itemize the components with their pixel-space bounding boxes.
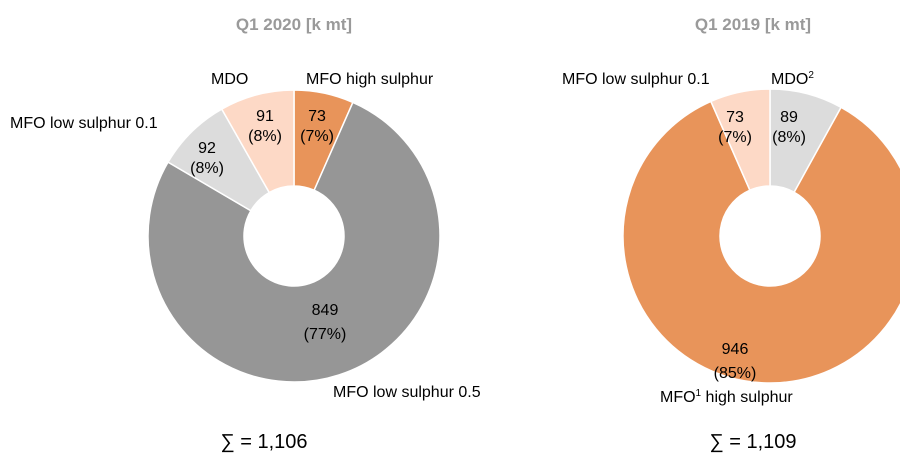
slice-mdo	[220, 89, 295, 194]
pct-label-mdo-2020: (8%)	[248, 128, 282, 145]
pct-label-mfo-low-sulphur-05-2020: (77%)	[304, 326, 347, 343]
chart-title-2020: Q1 2020 [k mt]	[236, 15, 352, 34]
category-label-mdo-2020: MDO	[211, 71, 248, 88]
category-label-mfo-low-sulphur-01-2019: MFO low sulphur 0.1	[562, 71, 710, 88]
slice-mfo-high-sulphur	[622, 100, 900, 384]
category-label-mfo-low-sulphur-01-2020: MFO low sulphur 0.1	[10, 115, 158, 132]
category-label-mfo-low-sulphur-05-2020: MFO low sulphur 0.5	[333, 384, 481, 401]
slices-2020	[147, 89, 441, 383]
chart-title-2019: Q1 2019 [k mt]	[695, 15, 811, 34]
value-label-mfo-low-sulphur-01-2020: 92	[198, 140, 216, 157]
category-label-mfo-rest: high sulphur	[701, 389, 793, 406]
category-label-mfo-high-sulphur-2020: MFO high sulphur	[306, 71, 434, 88]
slice-mfo-low-sulphur-0-1	[709, 88, 771, 192]
pct-label-mdo-2019: (8%)	[772, 129, 806, 146]
total-label-2020: ∑ = 1,106	[220, 431, 307, 453]
category-label-mdo-2019: MDO2	[771, 70, 814, 88]
total-label-2019: ∑ = 1,109	[709, 431, 796, 453]
value-label-mdo-2019: 89	[780, 109, 798, 126]
value-label-mfo-high-sulphur-2020: 73	[308, 108, 326, 125]
chart-q1-2019: Q1 2019 [k mt] 89 (8%) 946 (85%) 73 (7%)…	[562, 15, 900, 453]
pct-label-mfo-low-sulphur-01-2019: (7%)	[718, 129, 752, 146]
category-label-mdo-2019-text: MDO	[771, 71, 808, 88]
value-label-mdo-2020: 91	[256, 108, 274, 125]
value-label-mfo-low-sulphur-05-2020: 849	[312, 302, 339, 319]
chart-q1-2020: Q1 2020 [k mt] 73 (7%) 849 (77%) 92 (8%)…	[10, 15, 481, 453]
category-label-mfo-prefix: MFO	[660, 389, 696, 406]
category-label-mfo-high-sulphur-2019: MFO1 high sulphur	[660, 388, 793, 406]
footnote-1-superscript: 1	[696, 388, 702, 399]
value-label-mfo-high-sulphur-2019: 946	[722, 341, 749, 358]
slices-2019	[622, 88, 900, 384]
footnote-2-superscript: 2	[808, 70, 814, 81]
pct-label-mfo-high-sulphur-2020: (7%)	[300, 128, 334, 145]
value-label-mfo-low-sulphur-01-2019: 73	[726, 109, 744, 126]
pct-label-mfo-low-sulphur-01-2020: (8%)	[190, 160, 224, 177]
pct-label-mfo-high-sulphur-2019: (85%)	[714, 365, 757, 382]
slice-mfo-low-sulphur-0-5	[147, 101, 441, 383]
